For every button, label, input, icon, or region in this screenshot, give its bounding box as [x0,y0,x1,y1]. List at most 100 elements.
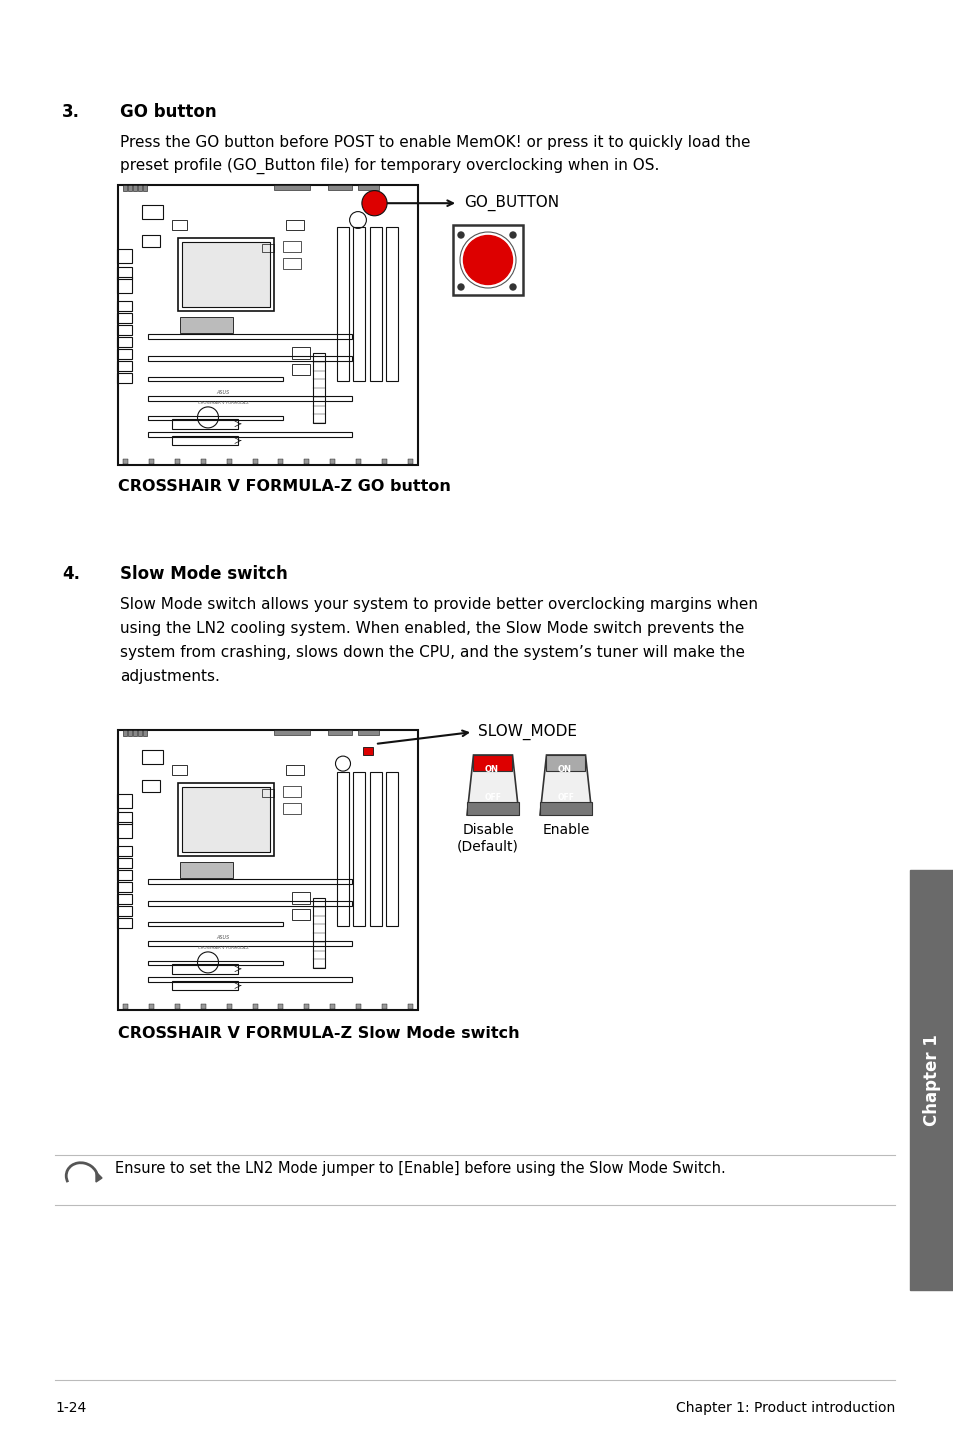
Bar [117,894,132,905]
Bar [363,748,373,755]
Bar [278,1004,283,1009]
Bar [172,963,237,974]
Text: Slow Mode switch allows your system to provide better overclocking margins when: Slow Mode switch allows your system to p… [120,597,758,613]
Text: Chapter 1: Chapter 1 [923,1034,940,1126]
Bar [172,765,187,775]
Bar [128,186,132,191]
Text: GO button: GO button [120,104,216,121]
Circle shape [457,232,463,239]
Bar [142,204,163,219]
Text: CROSSHAIR V FORMULA-Z: CROSSHAIR V FORMULA-Z [197,946,248,951]
Text: preset profile (GO_Button file) for temporary overclocking when in OS.: preset profile (GO_Button file) for temp… [120,158,659,174]
Bar [142,749,163,764]
Bar [118,731,417,1009]
Bar [117,313,132,324]
Text: ON: ON [557,765,571,775]
Bar [128,731,132,736]
Bar [117,374,132,384]
Text: Slow Mode switch: Slow Mode switch [120,565,288,582]
Bar [253,1004,257,1009]
Bar [174,1004,179,1009]
Bar [117,267,132,279]
Bar [354,772,365,926]
Bar [382,459,387,464]
Bar [328,186,352,190]
Text: OFF: OFF [557,792,574,801]
Bar [274,186,310,190]
Bar [292,364,310,375]
Bar [132,186,137,191]
Bar [336,227,349,381]
Bar [292,348,310,358]
Text: Disable
(Default): Disable (Default) [456,823,518,853]
Polygon shape [539,801,592,815]
Bar [148,940,352,946]
Bar [117,870,132,880]
Bar [382,1004,387,1009]
Bar [148,976,352,982]
Text: SLOW_MODE: SLOW_MODE [477,723,577,741]
Bar [386,227,398,381]
Bar [304,459,309,464]
Bar [283,802,301,814]
Text: ASUS: ASUS [216,935,230,939]
Circle shape [463,236,512,285]
Circle shape [510,232,516,239]
Bar [142,236,160,246]
Bar [172,436,237,446]
Bar [117,349,132,360]
Text: CROSSHAIR V FORMULA-Z Slow Mode switch: CROSSHAIR V FORMULA-Z Slow Mode switch [118,1025,519,1041]
Bar [117,338,132,348]
Bar [408,1004,413,1009]
Bar [354,227,365,381]
Bar [200,1004,206,1009]
Circle shape [361,191,387,216]
Bar [118,186,417,464]
Bar [304,1004,309,1009]
Bar [148,961,283,965]
Bar [274,731,310,735]
Circle shape [457,283,463,290]
Bar [143,186,147,191]
Bar [123,1004,128,1009]
Bar [117,794,132,808]
Bar [123,186,127,191]
Bar [117,883,132,893]
Bar [200,459,206,464]
Polygon shape [96,1172,102,1182]
Bar [370,772,381,926]
Bar [148,334,352,339]
Bar [313,352,325,423]
Bar [117,812,132,824]
Bar [148,431,352,437]
Bar [117,302,132,312]
Bar [330,459,335,464]
Text: system from crashing, slows down the CPU, and the system’s tuner will make the: system from crashing, slows down the CPU… [120,646,744,660]
Bar [148,922,283,926]
Bar [355,459,361,464]
Bar [386,772,398,926]
Bar [132,731,137,736]
Bar [180,861,233,879]
Bar [149,459,153,464]
Bar [143,731,147,736]
Bar [227,1004,232,1009]
Text: 1-24: 1-24 [55,1401,86,1415]
Bar [253,459,257,464]
Bar [117,249,132,263]
Bar [149,1004,153,1009]
Text: CROSSHAIR V FORMULA-Z: CROSSHAIR V FORMULA-Z [197,401,248,406]
Text: adjustments.: adjustments. [120,669,219,684]
Bar [370,227,381,381]
Text: Chapter 1: Product introduction: Chapter 1: Product introduction [675,1401,894,1415]
Text: OFF: OFF [484,792,501,801]
Bar [117,919,132,929]
Bar [227,459,232,464]
Polygon shape [546,755,585,771]
Text: ON: ON [484,765,497,775]
Bar [117,361,132,371]
Bar [117,823,132,838]
Bar [909,870,953,1290]
Bar [123,459,128,464]
Bar [172,418,237,429]
